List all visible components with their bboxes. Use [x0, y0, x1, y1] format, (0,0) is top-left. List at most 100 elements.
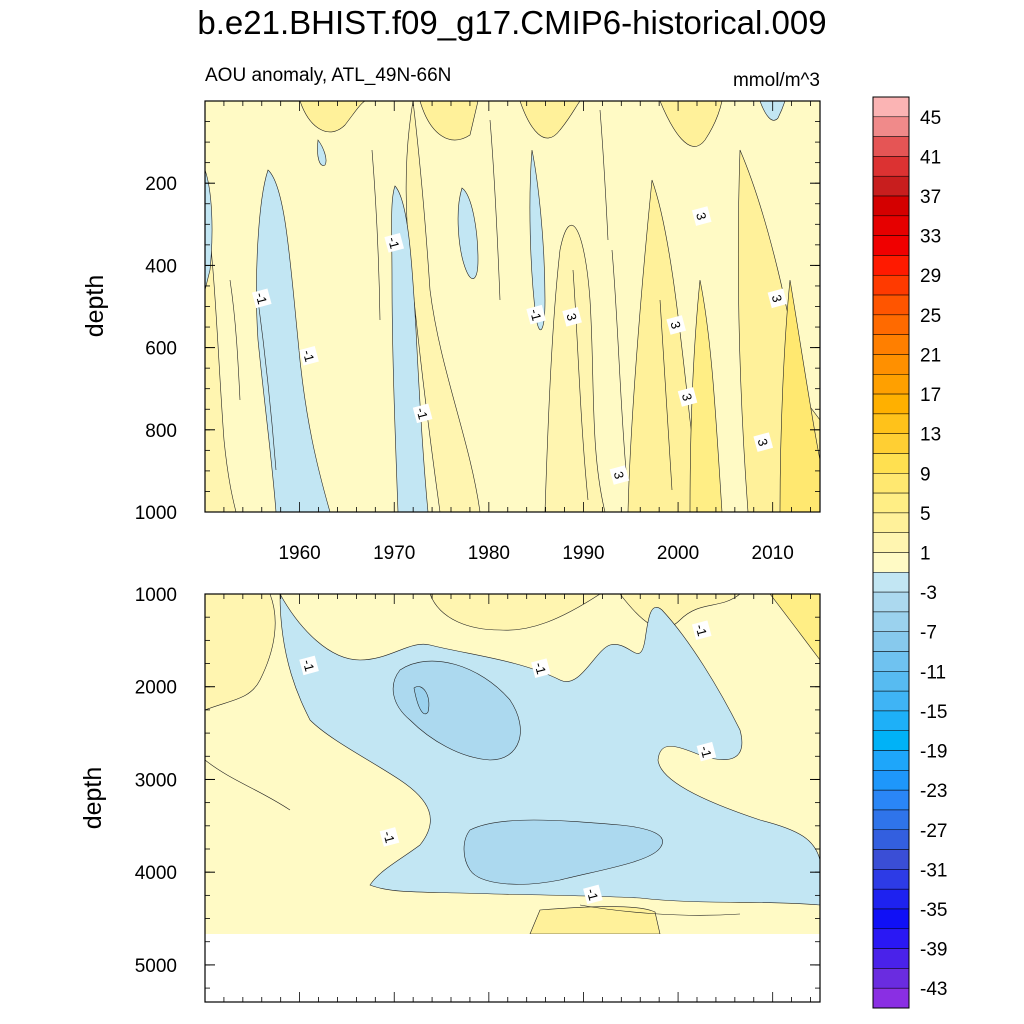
y-tick-label: 600 [145, 339, 177, 360]
y-tick-label: 3000 [135, 770, 177, 791]
colorbar-label: -31 [920, 860, 947, 881]
contour-label-bg [583, 884, 603, 905]
colorbar-swatch [872, 492, 910, 514]
colorbar-swatch [872, 96, 910, 118]
contour-label: -1 [583, 884, 603, 905]
colorbar-label: -11 [920, 662, 946, 683]
lower-contour-labels: -1 -1 -1 -1 -1 -1 [299, 620, 717, 905]
colorbar-swatch [872, 374, 910, 395]
colorbar-swatch [872, 710, 910, 731]
contour-label-text: -1 [300, 348, 317, 363]
colorbar-swatch [872, 809, 910, 831]
colorbar-swatch [872, 770, 910, 791]
colorbar-swatch [872, 631, 910, 652]
colorbar-swatch [872, 611, 910, 632]
upper-panel: 200 400 600 800 1000 1960 1970 1980 1990 2000 201… [81, 100, 821, 564]
upper-y-tick-labels: 200 400 600 800 1000 [135, 174, 177, 524]
contour-label-bg [696, 741, 717, 762]
contour-label-bg [251, 288, 272, 309]
contour-label: -1 [526, 304, 546, 325]
contour-label-text: -1 [253, 291, 270, 306]
contour-label-text: 3 [668, 320, 684, 331]
colorbar-labels: 45 41 37 33 29 25 21 17 13 9 5 1 -3 -7 -11 -15 -19 -23 -27… [920, 108, 947, 1000]
contour-label-bg [691, 620, 712, 640]
contour-label: 3 [609, 465, 630, 485]
contour-label: 3 [691, 206, 712, 226]
colorbar-swatch [872, 730, 910, 751]
contour-label-text: 3 [693, 211, 709, 222]
colorbar-label: -27 [920, 821, 947, 842]
colorbar-swatch [872, 473, 910, 494]
colorbar-swatch [872, 671, 910, 692]
contour-label-bg [753, 432, 774, 452]
colorbar-swatch [872, 750, 910, 771]
colorbar-swatch [872, 869, 910, 890]
colorbar-label: -43 [920, 979, 947, 1000]
y-tick-label: 400 [145, 256, 177, 277]
contour-label-text: 3 [755, 437, 771, 448]
contour-label-text: -1 [584, 887, 601, 902]
colorbar-swatch [872, 690, 910, 712]
chart-title: b.e21.BHIST.f09_g17.CMIP6-historical.009 [197, 4, 826, 41]
y-tick-label: 5000 [135, 956, 177, 977]
x-tick-label: 1990 [562, 543, 604, 564]
contour-label: 3 [767, 288, 788, 309]
colorbar-label: 29 [920, 266, 941, 287]
contour-label: -1 [299, 346, 319, 366]
colorbar-swatch [872, 532, 910, 553]
contour-label: 3 [666, 315, 686, 335]
contour-label: -1 [696, 741, 717, 762]
colorbar-swatch [872, 987, 910, 1009]
contour-label-bg [666, 315, 686, 335]
colorbar-swatch [872, 195, 910, 217]
colorbar-label: -23 [920, 781, 947, 802]
contour-label-bg [562, 306, 582, 327]
colorbar-label: -39 [920, 940, 947, 961]
colorbar-swatch [872, 572, 910, 593]
contour-label-bg [691, 206, 712, 226]
colorbar-label: 5 [920, 504, 931, 525]
colorbar-swatch [872, 334, 910, 355]
colorbar-label: 33 [920, 227, 941, 248]
lower-panel: 1000 2000 3000 4000 5000 depth -1 -1 -1 -1 -1 -1 [79, 585, 821, 1003]
contour-label: 3 [562, 306, 582, 327]
colorbar [872, 96, 910, 1009]
x-tick-label: 2000 [657, 543, 699, 564]
chart-subtitle-left: AOU anomaly, ATL_49N-66N [205, 65, 451, 86]
colorbar-swatch [872, 552, 910, 573]
colorbar-swatch [872, 235, 910, 256]
colorbar-swatch [872, 433, 910, 454]
contour-label-bg [299, 346, 319, 366]
x-tick-label: 1970 [373, 543, 415, 564]
colorbar-label: 25 [920, 306, 941, 327]
contour-label-text: -1 [693, 623, 710, 638]
y-tick-label: 4000 [135, 863, 177, 884]
colorbar-swatch [872, 829, 910, 850]
contour-label-bg [412, 403, 433, 424]
contour-label-bg [299, 655, 319, 676]
colorbar-label: -15 [920, 702, 947, 723]
colorbar-swatch [872, 789, 910, 811]
contour-label-text: 3 [769, 293, 785, 304]
contour-label-text: -1 [532, 661, 549, 676]
upper-contour-labels: -1 -1 -1 -1 -1 3 3 3 3 3 3 3 [251, 206, 788, 485]
colorbar-label: 13 [920, 425, 941, 446]
x-tick-label: 1960 [278, 543, 320, 564]
y-tick-label: 1000 [135, 503, 177, 524]
colorbar-label: 45 [920, 108, 941, 129]
contour-label-bg [677, 387, 698, 407]
contour-label: -1 [384, 232, 405, 253]
colorbar-label: 1 [920, 544, 931, 565]
contour-label: -1 [691, 620, 712, 640]
contour-label-bg [531, 658, 551, 678]
colorbar-label: 21 [920, 345, 941, 366]
colorbar-swatch [872, 294, 910, 316]
colorbar-swatch [872, 156, 910, 177]
lower-plot-frame [204, 593, 821, 1003]
contour-label: -1 [251, 288, 272, 309]
colorbar-swatch [872, 354, 910, 375]
colorbar-label: -3 [920, 583, 937, 604]
contour-label-text: 3 [611, 470, 627, 481]
colorbar-label: -35 [920, 900, 947, 921]
